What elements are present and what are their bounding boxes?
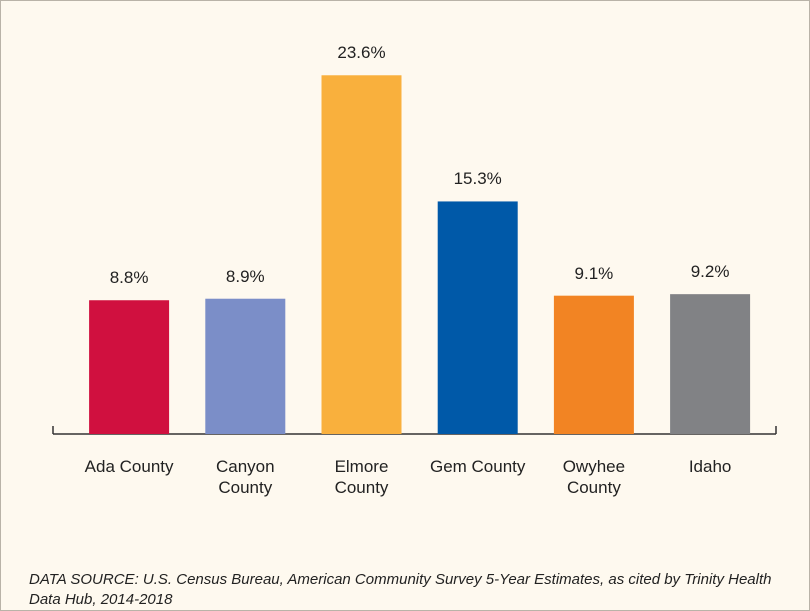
x-tick-label: Elmore County: [334, 457, 389, 497]
source-note: DATA SOURCE: U.S. Census Bureau, America…: [29, 571, 772, 608]
value-label: 23.6%: [337, 43, 386, 63]
value-label: 8.8%: [109, 268, 149, 288]
bar: [553, 295, 634, 434]
x-tick-label: Owyhee County: [562, 457, 626, 497]
x-tick-label: Ada County: [84, 457, 174, 476]
x-tick-label: Canyon County: [215, 457, 275, 497]
x-tick-label: Idaho: [688, 457, 732, 476]
value-label: 8.9%: [225, 266, 265, 286]
value-label: 15.3%: [453, 169, 502, 189]
bar: [205, 298, 286, 434]
bar: [437, 201, 518, 434]
bar: [670, 294, 751, 434]
bar: [89, 300, 170, 434]
x-tick-label: Gem County: [429, 457, 526, 476]
bar: [321, 75, 402, 434]
value-label: 9.2%: [690, 262, 730, 282]
value-label: 9.1%: [574, 263, 614, 283]
